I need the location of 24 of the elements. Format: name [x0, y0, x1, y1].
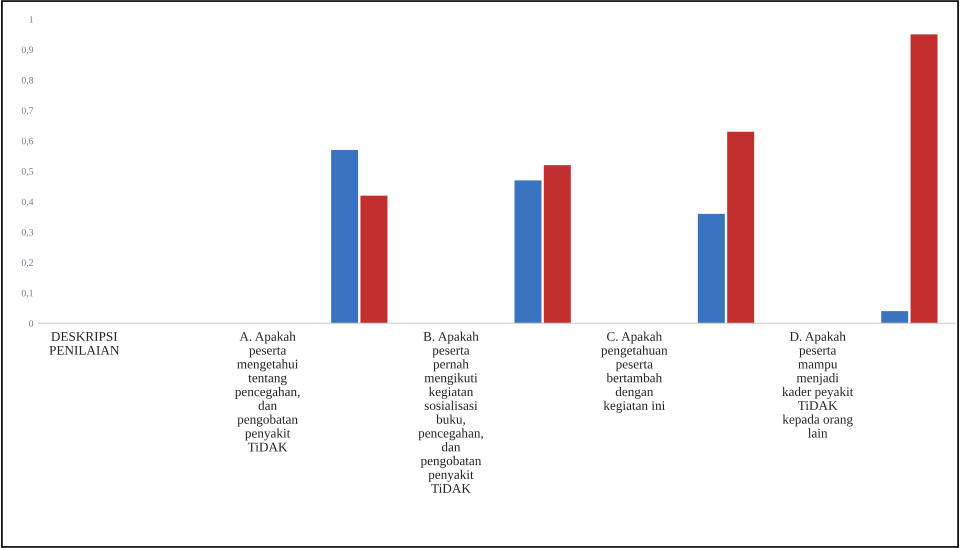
y-tick-label: 0,2 — [22, 259, 34, 268]
bar — [698, 214, 725, 324]
y-tick-label: 1 — [30, 16, 33, 23]
y-tick-label: 0,1 — [22, 290, 33, 298]
bar — [331, 150, 358, 324]
x-tick-label: C. Apakah pengetahuan peserta bertambah dengan kegiatan ini — [601, 332, 668, 413]
category-label: B. Apakah peserta pernah mengikuti kegiatan sosialisasi buku, pencegahan, dan pengobatan penyakit TiDAK — [418, 332, 483, 493]
y-tick-label: 0,6 — [22, 138, 34, 146]
bar — [727, 132, 754, 324]
category-label: A. Apakah peserta mengetahui tentang pencegahan, dan pengobatan penyakit TiDAK — [235, 332, 300, 452]
bar — [544, 165, 571, 324]
bar — [514, 180, 542, 324]
y-tick-label: 0,7 — [22, 107, 34, 116]
bar — [360, 196, 388, 324]
x-tick-label: D. Apakah peserta mampu menjadi kader peyakit TiDAK kepada orang lain — [782, 332, 854, 438]
y-tick-label: 0 — [29, 320, 34, 327]
y-tick-label: 0,5 — [22, 168, 34, 176]
y-tick-label: 0,4 — [22, 198, 34, 207]
bar — [881, 311, 908, 324]
y-tick-label: 0,9 — [22, 46, 34, 54]
y-tick-label: 0,3 — [22, 228, 34, 237]
x-tick-label: DESKRIPSI PENILAIAN — [49, 332, 120, 355]
bar — [910, 34, 938, 324]
y-tick-label: 0,8 — [22, 76, 34, 85]
